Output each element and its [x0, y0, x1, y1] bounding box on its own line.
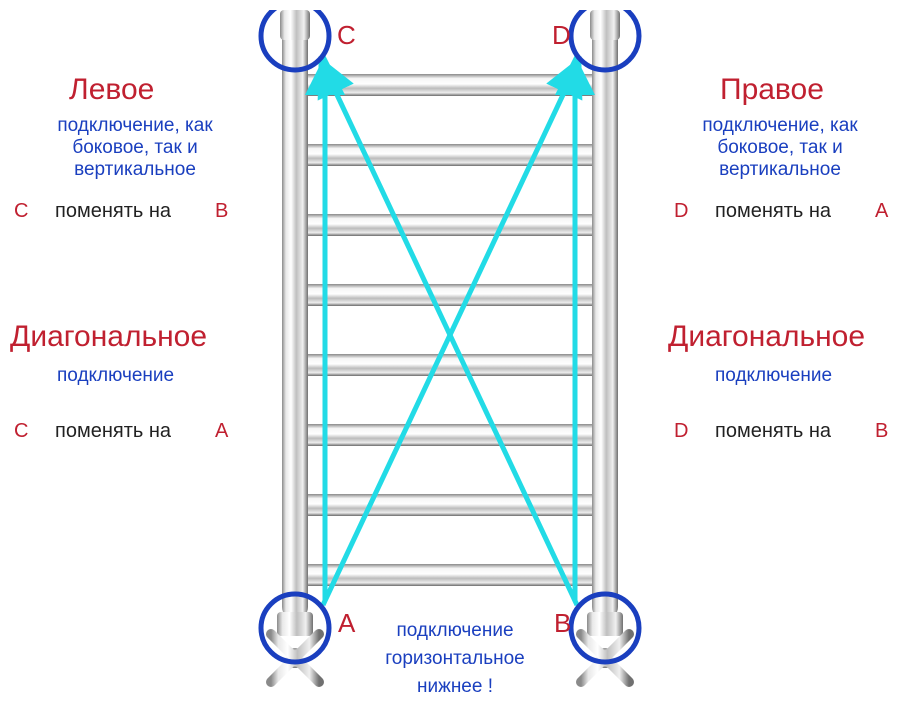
left-swap1-text: поменять на	[55, 200, 171, 223]
right-swap2-text: поменять на	[715, 420, 831, 443]
left-swap2-to: A	[215, 420, 228, 443]
right-swap1-text: поменять на	[715, 200, 831, 223]
bottom-line2: горизонтальное	[370, 648, 540, 670]
right-title-1: Правое	[720, 73, 824, 107]
right-swap2-to: B	[875, 420, 888, 443]
left-title-1: Левое	[69, 73, 154, 107]
corner-label-D: D	[552, 20, 571, 51]
right-swap2-from: D	[674, 420, 688, 443]
left-sub-1: подключение, как боковое, так и вертикал…	[35, 115, 235, 181]
right-sub-1: подключение, как боковое, так и вертикал…	[680, 115, 880, 181]
corner-label-B: B	[554, 608, 571, 639]
right-title-2: Диагональное	[668, 320, 865, 354]
right-swap1-from: D	[674, 200, 688, 223]
radiator-diagram	[235, 10, 665, 690]
left-swap1-from: C	[14, 200, 28, 223]
bottom-line1: подключение	[380, 620, 530, 642]
left-swap1-to: B	[215, 200, 228, 223]
right-sub-2: подключение	[715, 365, 832, 387]
pipe-right	[592, 20, 618, 620]
corner-label-C: C	[337, 20, 356, 51]
left-swap2-from: C	[14, 420, 28, 443]
corner-label-A: A	[338, 608, 355, 639]
left-sub-2: подключение	[57, 365, 174, 387]
right-swap1-to: A	[875, 200, 888, 223]
pipe-left	[282, 20, 308, 620]
left-title-2: Диагональное	[10, 320, 207, 354]
left-swap2-text: поменять на	[55, 420, 171, 443]
bottom-line3: нижнее !	[400, 676, 510, 698]
